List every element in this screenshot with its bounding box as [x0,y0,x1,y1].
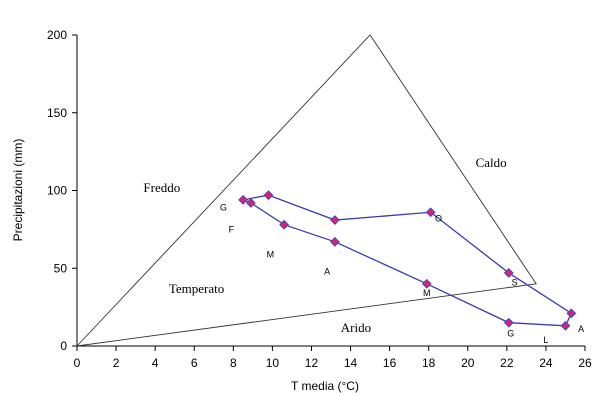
region-label-temperato: Temperato [169,281,224,296]
region-label-caldo: Caldo [476,155,507,170]
month-label: L [543,335,548,345]
data-point [421,278,432,289]
x-tick-label: 0 [74,356,81,370]
data-point [425,207,436,218]
climate-triangle-outline [75,34,537,347]
data-point [279,219,290,230]
month-label: S [512,277,518,287]
x-axis-title: T media (°C) [291,379,359,393]
data-point [566,308,577,319]
month-label: A [578,324,584,334]
region-labels: Freddo Temperato Caldo Arido [143,155,506,335]
month-label: M [267,249,275,259]
x-tick-label: 2 [113,356,120,370]
x-tick-label: 14 [344,356,358,370]
y-tick-label: 100 [47,184,67,198]
x-tick-label: 20 [461,356,475,370]
y-axis-title: Precipitazioni (mm) [11,139,25,242]
x-tick-label: 22 [500,356,514,370]
x-tick-label: 10 [266,356,280,370]
y-tick-label: 150 [47,106,67,120]
month-label: O [435,214,442,224]
x-tick-label: 8 [230,356,237,370]
data-point [330,215,340,225]
month-label: A [324,266,330,276]
data-point [238,194,248,205]
climograph-series [238,190,577,331]
month-labels: G F M A M G L A S O [220,203,584,345]
data-point [245,198,256,208]
climate-triangle [75,34,537,347]
x-tick-label: 6 [191,356,198,370]
y-tick-label: 200 [47,28,67,42]
month-label: M [423,288,431,298]
month-label: F [229,224,235,234]
data-point [503,268,514,278]
data-point [263,190,274,201]
x-tick-label: 12 [305,356,319,370]
x-tick-label: 26 [578,356,592,370]
month-label: G [507,329,514,339]
data-point [503,317,514,328]
x-tick-label: 18 [422,356,436,370]
series-line [242,194,573,327]
x-tick-label: 24 [539,356,553,370]
data-point [560,320,571,331]
y-tick-label: 0 [60,339,67,353]
region-label-arido: Arido [341,320,371,335]
x-tick-label: 16 [383,356,397,370]
x-tick-label: 4 [152,356,159,370]
y-tick-label: 50 [54,261,68,275]
month-label: G [220,203,227,213]
data-point [330,236,340,247]
region-label-freddo: Freddo [143,180,180,195]
